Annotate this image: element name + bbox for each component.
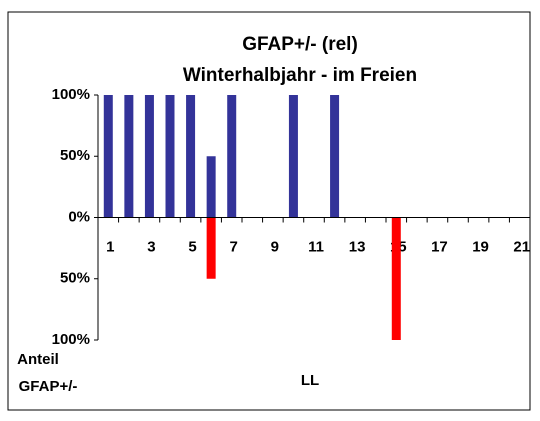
- y-tick-label: 50%: [60, 270, 90, 287]
- chart-subtitle: Winterhalbjahr - im Freien: [183, 65, 417, 86]
- y-axis-label: GFAP+/-: [19, 378, 78, 395]
- bar: [206, 156, 216, 218]
- chart-title: GFAP+/- (rel): [242, 34, 358, 55]
- y-tick-label: 50%: [60, 147, 90, 164]
- bar: [391, 217, 401, 340]
- y-tick-label: 100%: [52, 331, 90, 348]
- y-axis-label: Anteil: [17, 351, 59, 368]
- x-tick-label: 3: [147, 238, 155, 255]
- bar: [227, 95, 237, 218]
- x-tick-label: 9: [271, 238, 279, 255]
- x-tick-label: 21: [513, 238, 530, 255]
- x-tick-label: 1: [106, 238, 114, 255]
- y-tick-label: 100%: [52, 86, 90, 103]
- x-tick-label: 19: [472, 238, 489, 255]
- bar: [103, 95, 113, 218]
- y-tick-label: 0%: [68, 208, 90, 225]
- bar: [165, 95, 175, 218]
- bar: [288, 95, 298, 218]
- x-tick-label: 11: [308, 238, 324, 255]
- x-tick-label: 7: [230, 238, 238, 255]
- x-tick-label: 17: [431, 238, 448, 255]
- bar: [186, 95, 196, 218]
- x-tick-label: 13: [349, 238, 366, 255]
- chart-frame: [7, 11, 531, 411]
- bar: [144, 95, 154, 218]
- x-axis-label: LL: [301, 372, 319, 389]
- x-tick-label: 5: [188, 238, 196, 255]
- bar: [206, 217, 216, 279]
- bar: [124, 95, 134, 218]
- bar: [330, 95, 340, 218]
